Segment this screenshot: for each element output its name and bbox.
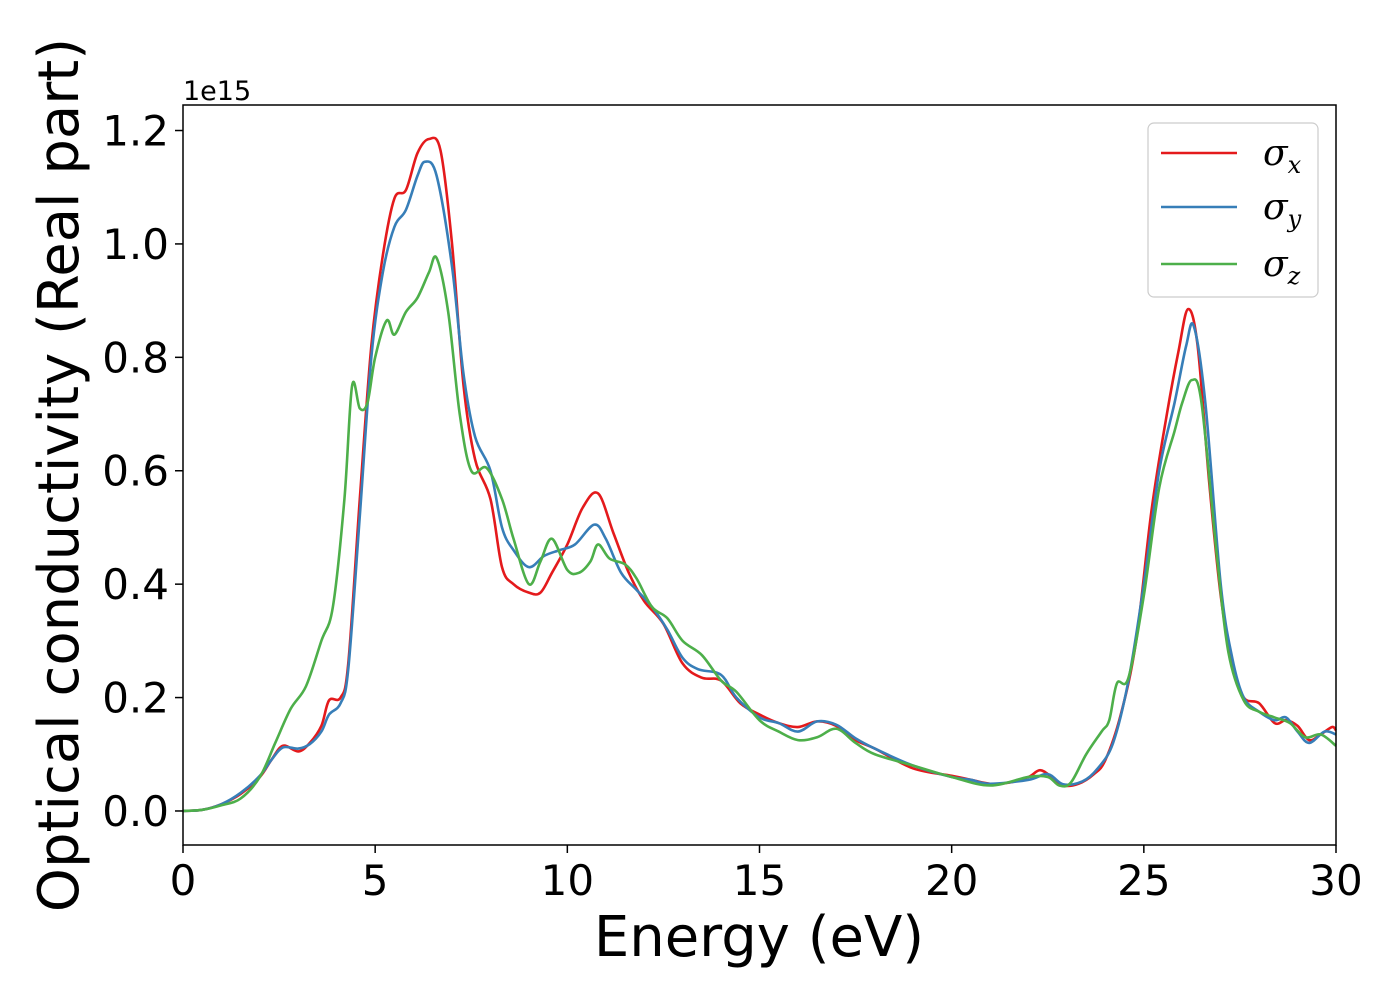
y-tick-label: 0.6 (102, 447, 169, 496)
x-tick-label: 30 (1309, 856, 1362, 905)
y-offset-label: 1e15 (183, 76, 251, 107)
legend-box (1147, 122, 1319, 298)
series-line-sigma-z (182, 255, 1337, 813)
x-tick-label: 10 (541, 856, 594, 905)
x-axis-title: Energy (eV) (594, 905, 924, 970)
x-tick-label: 15 (733, 856, 786, 905)
y-tick-label: 1.0 (102, 220, 169, 269)
y-tick-label: 1.2 (102, 107, 169, 156)
y-tick-label: 0.2 (102, 674, 169, 723)
axis-ticks: 0 5 10 15 20 25 30 0.0 0.2 0.4 0.6 0.8 1.0 1.2 (102, 107, 1363, 905)
y-tick-label: 0.4 (102, 560, 169, 609)
x-tick-label: 0 (170, 856, 197, 905)
x-tick-label: 25 (1117, 856, 1170, 905)
y-axis-title: Optical conductivity (Real part) (27, 38, 92, 912)
y-tick-label: 0.0 (102, 787, 169, 836)
series-line-sigma-y (182, 160, 1337, 813)
x-tick-label: 5 (362, 856, 389, 905)
y-tick-label: 0.8 (102, 333, 169, 382)
series-lines (182, 136, 1338, 813)
x-tick-label: 20 (925, 856, 978, 905)
